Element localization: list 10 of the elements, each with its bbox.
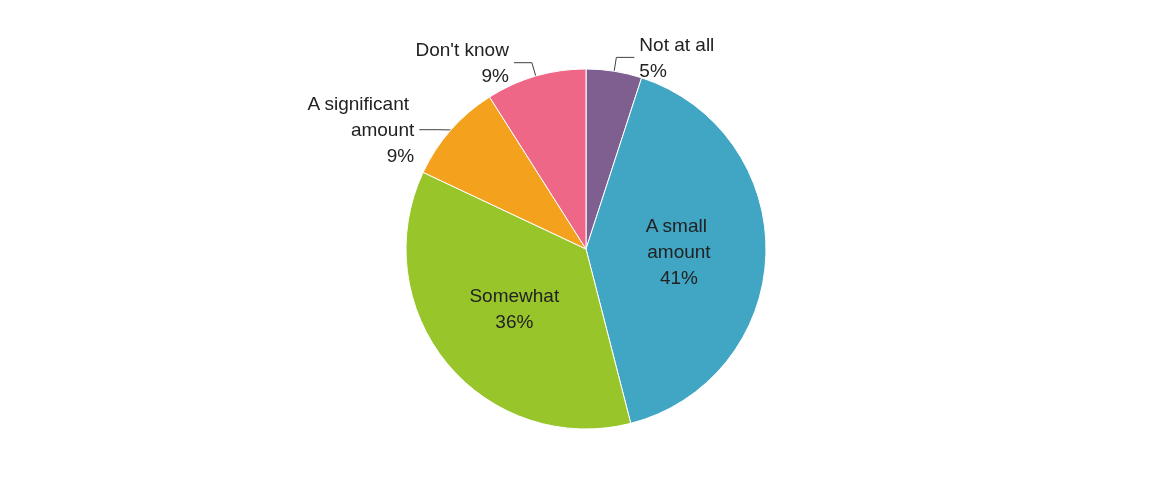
slice-label: A significant amount [307, 93, 415, 141]
slice-label: Somewhat [469, 284, 560, 306]
slice-label: Don't know [415, 39, 510, 61]
data-label: 41% [659, 267, 699, 289]
slice-label: A small amount [645, 215, 713, 263]
data-label: 36% [495, 310, 534, 332]
data-label: 9% [386, 145, 415, 167]
data-label: 9% [481, 65, 509, 87]
data-label: 5% [639, 59, 667, 81]
slice-label: Not at all [639, 33, 715, 55]
